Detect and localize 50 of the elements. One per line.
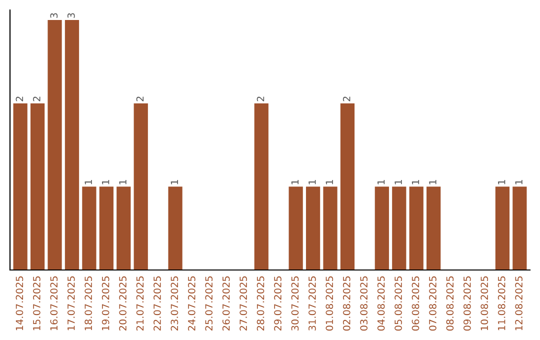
x-tick-label: 21.07.2025 [136,276,144,331]
x-tick-label: 04.08.2025 [377,276,385,331]
x-tick-label: 15.07.2025 [33,276,40,330]
x-tick-label: 06.08.2025 [412,276,420,331]
x-tick-label: 14.07.2025 [16,276,24,330]
x-tick-label: 16.07.2025 [50,276,58,330]
data-label: 1 [291,180,299,184]
data-label: 2 [16,96,24,102]
x-tick-label: 19.07.2025 [102,276,110,330]
x-tick-label: 05.08.2025 [394,276,402,331]
data-label: 2 [256,96,264,102]
x-tick-label: 17.07.2025 [67,276,75,330]
data-label: 2 [136,96,144,102]
data-label: 1 [102,180,110,184]
x-tick-label: 31.07.2025 [308,276,316,330]
x-tick-label: 03.08.2025 [360,276,368,331]
x-tick-label: 30.07.2025 [291,276,299,330]
x-tick-label: 23.07.2025 [170,276,178,331]
x-tick-label: 22.07.2025 [154,276,161,331]
x-tick-label: 28.07.2025 [256,276,264,331]
x-tick-label: 12.08.2025 [515,276,522,330]
x-tick-label: 27.07.2025 [240,276,247,331]
x-tick-label: 01.08.2025 [326,276,334,331]
x-tick-label: 20.07.2025 [119,276,126,331]
data-label: 1 [84,180,92,184]
x-tick-label: 11.08.2025 [498,276,506,330]
data-label: 1 [326,180,333,184]
x-tick-label: 25.07.2025 [205,276,213,331]
x-tick-label: 10.08.2025 [480,276,488,330]
x-tick-label: 09.08.2025 [463,276,471,331]
x-tick-label: 26.07.2025 [222,276,230,331]
data-label: 1 [378,180,385,184]
x-tick-label: 07.08.2025 [429,276,436,331]
data-label: 1 [515,180,522,184]
x-tick-label: 02.08.2025 [342,276,350,331]
data-label: 1 [119,180,126,184]
x-tick-label: 08.08.2025 [446,276,454,331]
data-label: 2 [33,96,40,102]
data-label: 1 [429,180,436,184]
data-label: 1 [394,180,402,184]
x-tick-label: 29.07.2025 [274,276,282,331]
data-label: 3 [50,13,58,18]
data-label: 2 [342,96,350,102]
data-label: 1 [498,180,506,184]
x-tick-label: 18.07.2025 [84,276,92,330]
x-tick-label: 24.07.2025 [188,276,196,331]
data-label: 3 [67,13,75,18]
data-label: 1 [308,180,316,184]
data-label: 1 [412,180,420,184]
data-label: 1 [170,180,178,184]
